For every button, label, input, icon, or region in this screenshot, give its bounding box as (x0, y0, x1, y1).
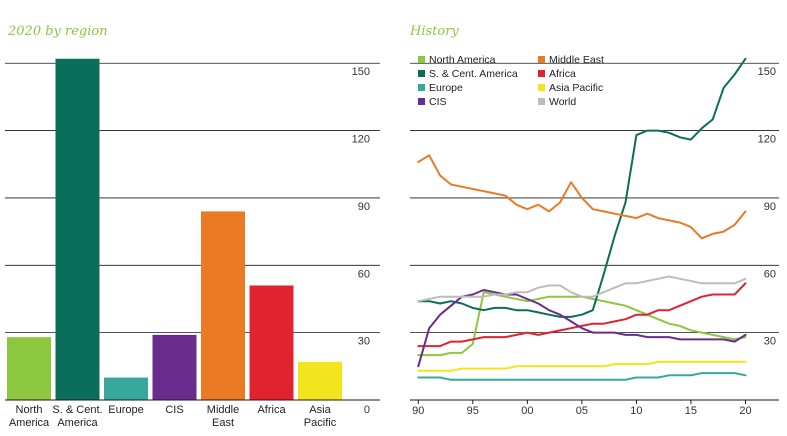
legend-item-europe: Europe (418, 82, 463, 94)
legend-label: Asia Pacific (549, 82, 603, 94)
bar (104, 377, 148, 400)
legend-label: World (549, 96, 576, 108)
series-line-europe (417, 372, 747, 381)
line-chart-title: History (409, 24, 459, 39)
legend-item-asia-pacific: Asia Pacific (538, 82, 603, 94)
series-line-cis (417, 289, 747, 368)
legend-item-north-america: North America (418, 54, 496, 66)
legend-item-africa: Africa (538, 68, 576, 80)
legend-swatch (418, 70, 425, 77)
bar-category-label: S. & Cent. (52, 404, 102, 416)
bar-y-tick-label: 120 (352, 134, 370, 146)
bar-category-label: Pacific (304, 417, 337, 429)
line-x-tick-label: 20 (739, 405, 751, 417)
line-x-tick-label: 10 (630, 405, 642, 417)
bar-category-label: East (212, 417, 234, 429)
line-chart-history: History 30 60 90 120 150 90 95 00 05 10 15 20 North … (409, 24, 779, 417)
legend-item-cis: CIS (418, 96, 447, 108)
bar-y-tick-label: 30 (358, 336, 370, 348)
series-line-world (417, 275, 747, 303)
line-y-tick-label: 150 (758, 66, 776, 78)
legend-item-middle-east: Middle East (538, 54, 604, 66)
bar-y-tick-label: 150 (352, 66, 370, 78)
legend-item-sc-america: S. & Cent. America (418, 68, 518, 80)
series-line-africa (417, 282, 747, 348)
bar-category-label: North (16, 404, 43, 416)
bar-category-label: Middle (207, 404, 239, 416)
legend-swatch (538, 84, 545, 91)
line-y-tick-label: 60 (764, 268, 776, 280)
series-line-middle-east (417, 154, 747, 240)
line-x-tick-label: 15 (685, 405, 697, 417)
line-x-tick-label: 00 (521, 405, 533, 417)
legend-swatch (418, 56, 425, 63)
line-x-tick-label: 90 (412, 405, 424, 417)
bar-category-label: Europe (108, 404, 143, 416)
legend-label: Europe (429, 82, 463, 94)
bar-category-label: CIS (165, 404, 183, 416)
bar (7, 337, 51, 400)
bar-category-label: America (9, 417, 50, 429)
legend-swatch (538, 98, 545, 105)
bar-category-label: Asia (309, 404, 331, 416)
bar-category-label: Africa (257, 404, 286, 416)
legend-swatch (538, 56, 545, 63)
bar-y-tick-label: 0 (364, 404, 370, 416)
legend-label: North America (429, 54, 496, 66)
bar-chart-title: 2020 by region (7, 24, 108, 39)
line-x-tick-label: 05 (576, 405, 588, 417)
legend-label: Middle East (549, 54, 604, 66)
bar (152, 334, 197, 400)
bar (298, 361, 342, 400)
line-y-tick-label: 120 (758, 134, 776, 146)
series-line-north-america (417, 291, 747, 357)
series-line-asia-pacific (417, 360, 747, 372)
line-y-tick-label: 30 (764, 336, 776, 348)
legend-swatch (418, 98, 425, 105)
legend-swatch (418, 84, 425, 91)
bar-y-tick-label: 60 (358, 268, 370, 280)
bar-y-tick-label: 90 (358, 201, 370, 213)
bar (55, 58, 100, 401)
bar-chart-2020-by-region: 2020 by region 0306090120150NorthAmerica… (5, 24, 380, 429)
series-line-sc-america (417, 57, 747, 318)
legend-label: CIS (429, 96, 447, 108)
bar (249, 285, 294, 400)
legend-label: Africa (549, 68, 576, 80)
bar (201, 211, 245, 400)
line-y-tick-label: 90 (764, 201, 776, 213)
line-x-tick-label: 95 (467, 405, 479, 417)
legend-swatch (538, 70, 545, 77)
bar-category-label: America (57, 417, 98, 429)
legend-item-world: World (538, 96, 576, 108)
legend-label: S. & Cent. America (429, 68, 518, 80)
